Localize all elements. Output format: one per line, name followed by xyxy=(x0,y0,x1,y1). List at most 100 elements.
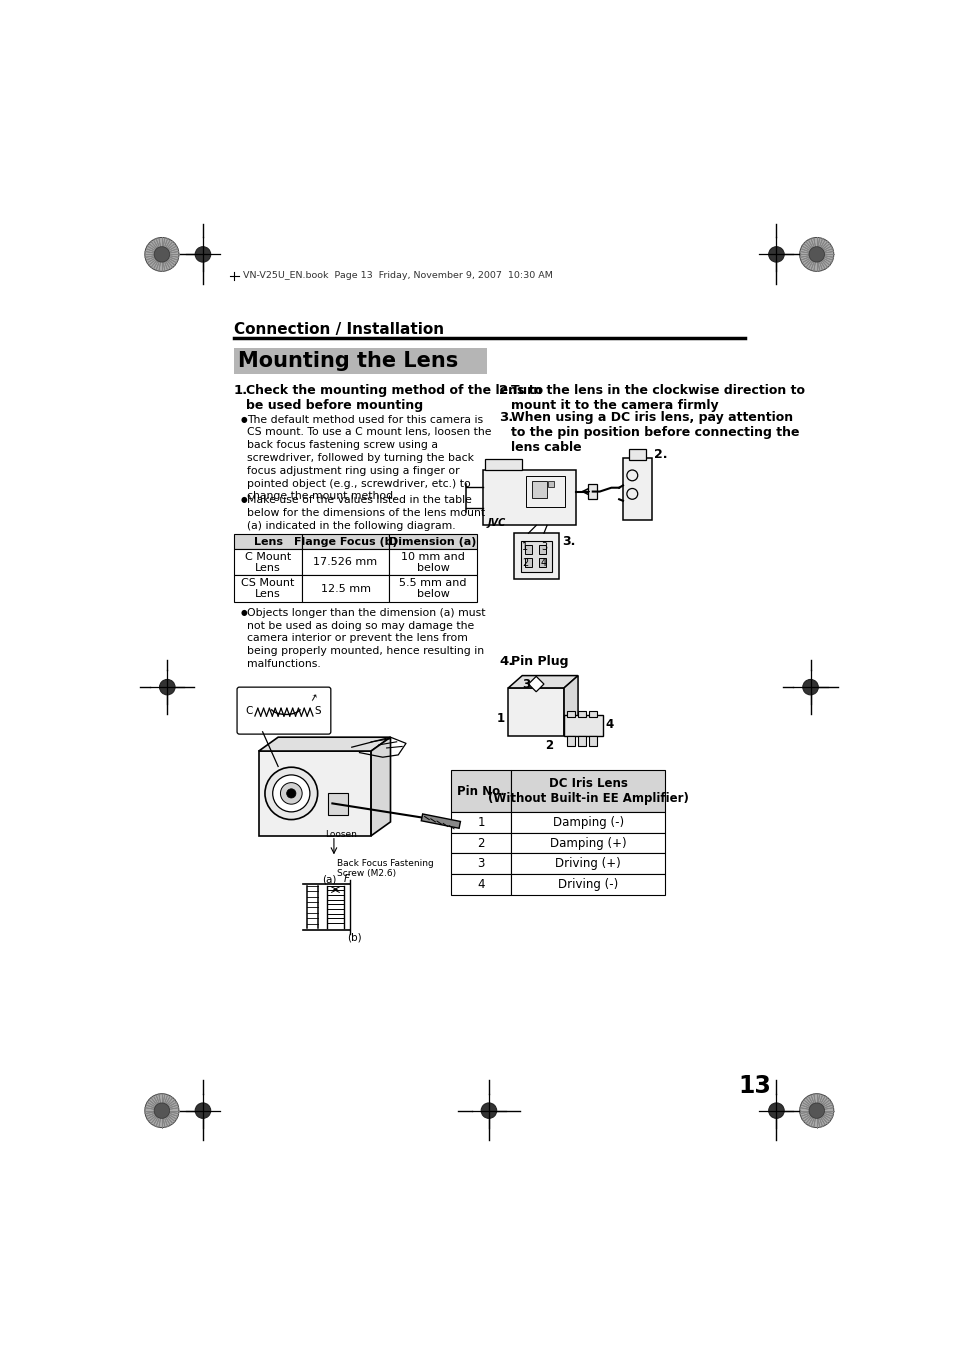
Circle shape xyxy=(154,247,170,262)
Bar xyxy=(547,481,554,487)
Bar xyxy=(233,575,302,602)
Text: ●: ● xyxy=(240,414,247,424)
Circle shape xyxy=(808,1103,823,1118)
Text: 2: 2 xyxy=(476,837,484,849)
Text: Loosen: Loosen xyxy=(325,830,357,838)
Text: 1.: 1. xyxy=(233,383,248,397)
Bar xyxy=(451,771,511,811)
Bar xyxy=(258,751,371,836)
Text: 12.5 mm: 12.5 mm xyxy=(320,583,370,594)
Circle shape xyxy=(802,679,818,695)
Circle shape xyxy=(145,1094,179,1127)
Text: 2: 2 xyxy=(521,558,528,568)
Bar xyxy=(451,833,511,853)
Bar xyxy=(233,347,486,374)
Bar xyxy=(538,544,545,554)
Polygon shape xyxy=(528,676,543,691)
Text: Pin Plug: Pin Plug xyxy=(511,655,568,668)
Text: ●: ● xyxy=(240,495,247,505)
Text: 3: 3 xyxy=(540,543,546,552)
Text: 4: 4 xyxy=(476,878,484,891)
Bar xyxy=(328,794,348,815)
Polygon shape xyxy=(258,737,390,751)
Text: 3: 3 xyxy=(521,678,530,691)
Polygon shape xyxy=(563,675,578,736)
Bar xyxy=(511,771,664,811)
Bar xyxy=(563,716,602,736)
Bar xyxy=(511,833,664,853)
Text: 2.: 2. xyxy=(654,448,667,460)
Circle shape xyxy=(265,767,317,819)
Circle shape xyxy=(480,1103,497,1118)
Bar xyxy=(451,853,511,875)
Text: →: → xyxy=(309,691,321,703)
Bar xyxy=(389,533,476,549)
Circle shape xyxy=(195,247,211,262)
Bar xyxy=(508,688,563,736)
Text: 4: 4 xyxy=(604,718,613,730)
Text: Objects longer than the dimension (a) must
not be used as doing so may damage th: Objects longer than the dimension (a) mu… xyxy=(247,608,485,670)
Text: Driving (-): Driving (-) xyxy=(558,878,618,891)
Text: C: C xyxy=(245,706,253,716)
Text: Driving (+): Driving (+) xyxy=(555,857,620,871)
Text: F: F xyxy=(344,875,350,884)
Bar xyxy=(588,711,596,717)
Bar xyxy=(525,558,531,567)
Bar xyxy=(389,549,476,575)
Text: 2.: 2. xyxy=(498,383,513,397)
Bar xyxy=(302,575,389,602)
Text: Pin No.: Pin No. xyxy=(456,784,504,798)
Bar xyxy=(578,711,585,717)
Circle shape xyxy=(808,247,823,262)
Bar xyxy=(302,549,389,575)
Text: 4: 4 xyxy=(540,558,546,568)
Bar xyxy=(567,736,575,745)
Circle shape xyxy=(273,775,310,811)
Circle shape xyxy=(799,1094,833,1127)
Text: Damping (+): Damping (+) xyxy=(549,837,626,849)
Text: Back Focus Fastening
Screw (M2.6): Back Focus Fastening Screw (M2.6) xyxy=(336,859,434,879)
Text: DC Iris Lens
(Without Built-in EE Amplifier): DC Iris Lens (Without Built-in EE Amplif… xyxy=(487,778,688,805)
Bar xyxy=(531,481,546,498)
Text: Lens: Lens xyxy=(253,536,282,547)
Bar xyxy=(483,470,576,525)
Circle shape xyxy=(145,238,179,271)
Text: ●: ● xyxy=(240,608,247,617)
Text: 10 mm and
below: 10 mm and below xyxy=(401,552,464,574)
FancyBboxPatch shape xyxy=(236,687,331,734)
Text: When using a DC iris lens, pay attention
to the pin position before connecting t: When using a DC iris lens, pay attention… xyxy=(511,412,799,455)
Circle shape xyxy=(195,1103,211,1118)
Text: 2: 2 xyxy=(545,740,553,752)
Bar xyxy=(451,811,511,833)
Text: (b): (b) xyxy=(347,933,361,942)
Bar xyxy=(525,544,531,554)
Text: 1: 1 xyxy=(497,713,504,725)
Text: 3: 3 xyxy=(477,857,484,871)
Bar xyxy=(511,875,664,895)
Circle shape xyxy=(280,783,302,805)
Text: 4.: 4. xyxy=(498,655,513,668)
Text: Mounting the Lens: Mounting the Lens xyxy=(237,351,457,371)
Text: 17.526 mm: 17.526 mm xyxy=(314,558,377,567)
Text: 3.: 3. xyxy=(562,535,576,548)
Bar xyxy=(588,736,596,745)
Bar xyxy=(629,450,645,460)
Text: The default method used for this camera is
CS mount. To use a C mount lens, loos: The default method used for this camera … xyxy=(247,414,491,501)
Circle shape xyxy=(154,1103,170,1118)
Bar xyxy=(538,558,545,567)
Text: CS Mount
Lens: CS Mount Lens xyxy=(241,578,294,599)
Text: Flange Focus (b): Flange Focus (b) xyxy=(294,536,397,547)
Text: 3.: 3. xyxy=(498,412,513,424)
Bar xyxy=(451,875,511,895)
Text: (a): (a) xyxy=(322,875,336,884)
Circle shape xyxy=(768,247,783,262)
Circle shape xyxy=(159,679,174,695)
Bar xyxy=(587,483,597,499)
Text: 13: 13 xyxy=(738,1075,770,1099)
Bar xyxy=(302,533,389,549)
Text: S: S xyxy=(314,706,320,716)
Bar xyxy=(525,477,564,508)
Text: Dimension (a): Dimension (a) xyxy=(389,536,476,547)
Text: 1: 1 xyxy=(521,543,528,552)
Text: VN-V25U_EN.book  Page 13  Friday, November 9, 2007  10:30 AM: VN-V25U_EN.book Page 13 Friday, November… xyxy=(243,271,553,281)
